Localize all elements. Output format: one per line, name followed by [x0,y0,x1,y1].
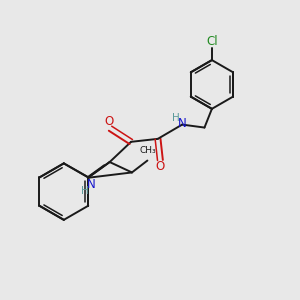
Text: CH₃: CH₃ [140,146,156,155]
Text: Cl: Cl [206,35,218,48]
Text: H: H [172,113,179,123]
Text: H: H [81,186,88,196]
Text: N: N [178,118,187,130]
Text: O: O [156,160,165,173]
Text: N: N [87,178,96,191]
Text: O: O [105,116,114,128]
